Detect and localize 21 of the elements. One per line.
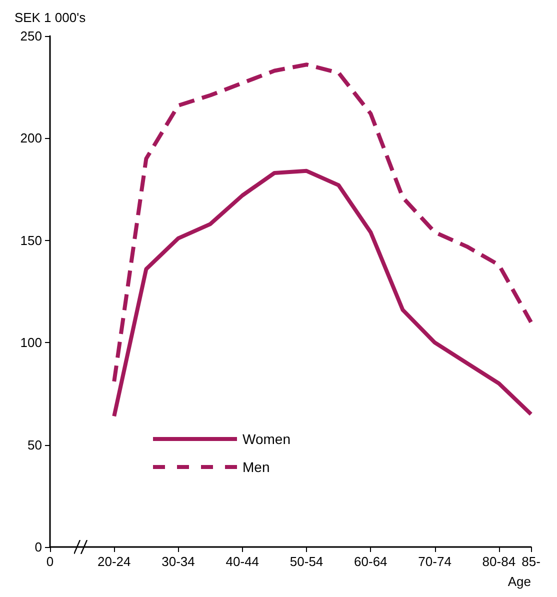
x-axis-title: Age [508,574,531,589]
y-tick-label: 150 [20,232,42,248]
legend-label: Women [242,431,290,447]
line-series [112,168,533,418]
y-tick-label: 200 [20,130,42,146]
y-tick-label: 50 [28,437,42,452]
x-tick-label: 70-74 [418,554,452,569]
x-tick-label: 20-24 [98,554,131,569]
x-tick-label: 80-84 [482,554,516,569]
x-tick-label: 60-64 [354,554,388,569]
x-tick-label: 40-44 [226,554,260,569]
y-tick-label: 100 [20,335,42,350]
x-tick-label: 85- [522,554,540,569]
x-tick-label: 30-34 [162,554,195,569]
y-tick-label: 250 [20,28,42,44]
x-tick-label: 50-54 [290,554,324,569]
y-axis-title: SEK 1 000's [14,10,86,25]
line-series [112,62,533,384]
y-tick-label: 0 [34,540,42,554]
x-tick-label: 0 [46,554,54,569]
legend-label: Men [242,459,270,475]
